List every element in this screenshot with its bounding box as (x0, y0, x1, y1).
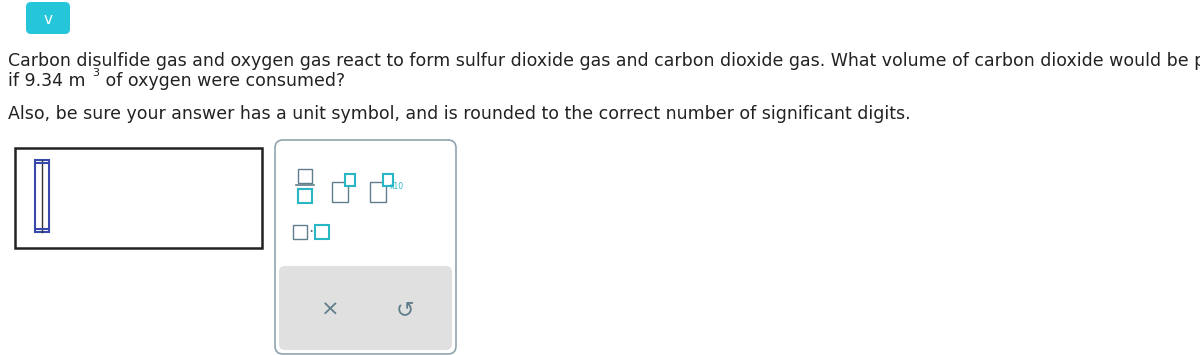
FancyBboxPatch shape (35, 160, 49, 232)
FancyBboxPatch shape (298, 169, 312, 183)
FancyBboxPatch shape (383, 174, 394, 186)
FancyBboxPatch shape (278, 266, 452, 350)
Text: 3: 3 (92, 68, 98, 78)
FancyBboxPatch shape (370, 182, 386, 202)
FancyBboxPatch shape (298, 189, 312, 203)
FancyBboxPatch shape (314, 225, 329, 239)
FancyBboxPatch shape (346, 174, 355, 186)
FancyBboxPatch shape (26, 2, 70, 34)
FancyBboxPatch shape (332, 182, 348, 202)
Text: x10: x10 (390, 182, 404, 191)
Text: Carbon disulfide gas and oxygen gas react to form sulfur dioxide gas and carbon : Carbon disulfide gas and oxygen gas reac… (8, 52, 1200, 70)
Text: Also, be sure your answer has a unit symbol, and is rounded to the correct numbe: Also, be sure your answer has a unit sym… (8, 105, 911, 123)
FancyBboxPatch shape (293, 225, 307, 239)
Text: v: v (43, 11, 53, 27)
FancyBboxPatch shape (14, 148, 262, 248)
FancyBboxPatch shape (275, 140, 456, 354)
Text: if 9.34 m: if 9.34 m (8, 72, 85, 90)
Text: ×: × (320, 300, 340, 320)
Text: ·: · (308, 223, 313, 241)
Text: of oxygen were consumed?: of oxygen were consumed? (100, 72, 346, 90)
Text: ↺: ↺ (396, 300, 414, 320)
